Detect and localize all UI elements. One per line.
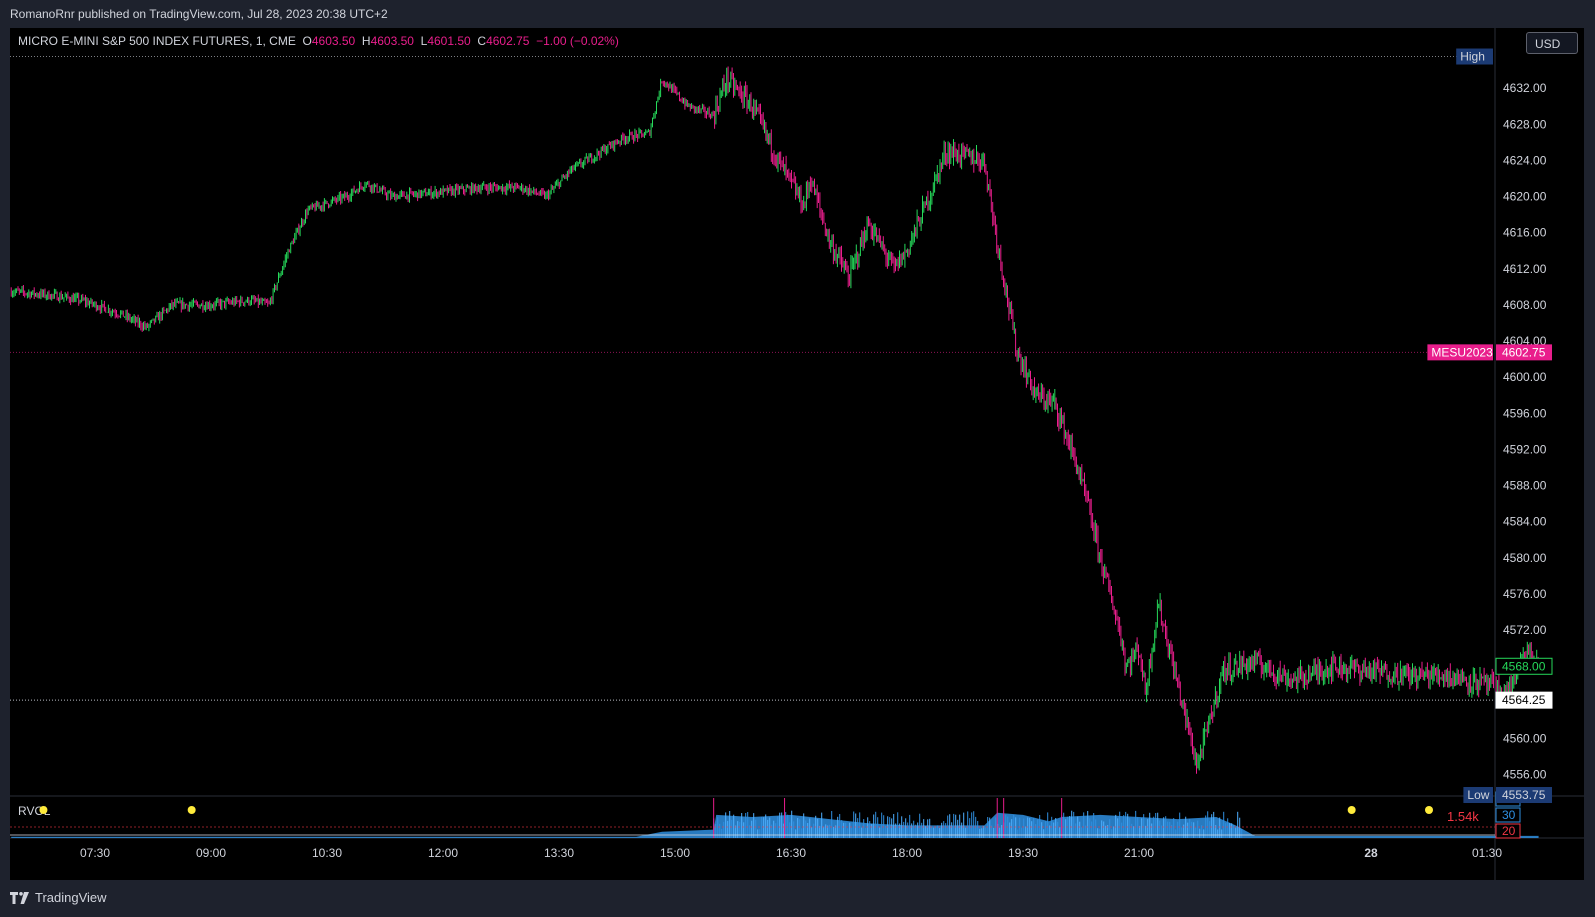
time-tick-label: 07:30: [80, 846, 110, 860]
time-tick-label: 10:30: [312, 846, 342, 860]
price-tick-label: 4596.00: [1503, 406, 1547, 420]
open-value: 4603.50: [311, 34, 356, 48]
rvol-signal-dot: [1347, 806, 1356, 814]
tradingview-brand[interactable]: TradingView: [10, 890, 107, 905]
rvol-scale-label: 20: [1502, 824, 1516, 838]
close-label: C: [477, 34, 487, 48]
low-value: 4601.50: [427, 34, 471, 48]
price-tick-label: 4608.00: [1503, 298, 1547, 312]
change-value: −1.00 (−0.02%): [536, 34, 619, 48]
price-tag-label: High: [1460, 50, 1485, 64]
rvol-signal-dot: [187, 806, 196, 814]
time-tick-label: 01:30: [1472, 846, 1502, 860]
price-tag-label-box: [1456, 48, 1493, 65]
publish-caption: RomanoRnr published on TradingView.com, …: [10, 7, 388, 21]
price-tick-label: 4584.00: [1503, 515, 1547, 529]
price-tag-value: 4564.25: [1502, 693, 1546, 707]
chart-frame[interactable]: RVOL1.54k3730204628.004624.004620.004616…: [10, 28, 1584, 880]
price-tick-label: 4620.00: [1503, 190, 1547, 204]
time-tick-label: 28: [1364, 846, 1378, 860]
rvol-scale-label: 30: [1502, 808, 1516, 822]
chart-svg[interactable]: RVOL1.54k3730204628.004624.004620.004616…: [10, 28, 1584, 880]
high-label: H: [361, 34, 371, 48]
price-tag-value-box: [1495, 691, 1553, 709]
time-tick-label: 18:00: [892, 846, 922, 860]
price-tick-label: 4624.00: [1503, 153, 1547, 167]
price-tag-label-box: [1427, 344, 1493, 361]
low-label: L: [420, 34, 428, 48]
time-tick-label: 13:30: [544, 846, 574, 860]
price-tick-label: 4600.00: [1503, 370, 1547, 384]
price-tick-label: 4576.00: [1503, 587, 1547, 601]
symbol-name: MICRO E-MINI S&P 500 INDEX FUTURES, 1, C…: [18, 34, 296, 48]
price-tick-label: 4612.00: [1503, 262, 1547, 276]
time-tick-label: 15:00: [660, 846, 690, 860]
tradingview-logo-icon: [10, 891, 29, 904]
symbol-legend[interactable]: MICRO E-MINI S&P 500 INDEX FUTURES, 1, C…: [18, 34, 619, 48]
volume-area: [11, 812, 1539, 838]
time-tick-label: 19:30: [1008, 846, 1038, 860]
rvol-scale-box: [1495, 807, 1521, 823]
price-tag-value-box: [1495, 657, 1553, 675]
rvol-value: 1.54k: [1447, 809, 1479, 824]
price-tick-label: 4628.00: [1503, 117, 1547, 131]
price-tick-label: 4592.00: [1503, 442, 1547, 456]
high-value: 4603.50: [370, 34, 414, 48]
time-tick-label: 09:00: [196, 846, 226, 860]
price-tag-value: 4632.00: [1503, 81, 1547, 95]
time-tick-label: 16:30: [776, 846, 806, 860]
price-tag-value: 4568.00: [1502, 659, 1546, 673]
price-tag-label: Low: [1467, 788, 1489, 802]
price-tick-label: 4572.00: [1503, 623, 1547, 637]
candles: [10, 66, 1539, 774]
price-tag-value-box: [1496, 344, 1552, 361]
brand-name: TradingView: [35, 890, 107, 905]
rvol-scale-box: [1495, 823, 1521, 839]
time-tick-label: 21:00: [1124, 846, 1154, 860]
price-tag-label: MESU2023: [1431, 345, 1493, 359]
price-tag-value-box: [1496, 787, 1552, 803]
rvol-signal-dot: [1425, 806, 1433, 814]
price-tick-label: 4616.00: [1503, 226, 1547, 240]
price-tick-label: 4560.00: [1503, 732, 1547, 746]
price-tick-label: 4556.00: [1503, 768, 1547, 782]
currency-button[interactable]: USD: [1526, 32, 1578, 54]
time-tick-label: 12:00: [428, 846, 458, 860]
price-tick-label: 4580.00: [1503, 551, 1547, 565]
price-tag-value: 4553.75: [1502, 788, 1546, 802]
price-tag-label-box: [1463, 787, 1493, 803]
price-tick-label: 4588.00: [1503, 479, 1547, 493]
rvol-signal-dot: [39, 806, 48, 814]
close-value: 4602.75: [486, 34, 530, 48]
open-label: O: [302, 34, 312, 48]
price-tag-value: 4602.75: [1502, 345, 1546, 359]
